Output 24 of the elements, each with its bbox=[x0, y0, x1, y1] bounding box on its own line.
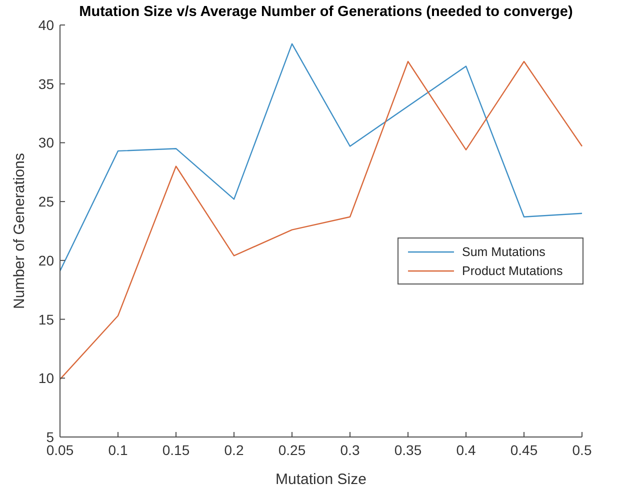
line-series bbox=[59, 60, 583, 380]
legend-label: Sum Mutations bbox=[462, 245, 546, 259]
y-tick-label: 20 bbox=[38, 252, 54, 268]
legend-label: Product Mutations bbox=[462, 264, 563, 278]
x-tick-label: 0.05 bbox=[46, 442, 74, 458]
y-tick-label: 35 bbox=[38, 76, 54, 92]
y-tick-label: 30 bbox=[38, 134, 54, 151]
y-tick-label: 5 bbox=[46, 429, 54, 445]
x-tick-label: 0.25 bbox=[278, 442, 306, 458]
y-tick-label: 25 bbox=[38, 194, 54, 210]
x-tick-label: 0.15 bbox=[162, 442, 190, 458]
x-axis-title: Mutation Size bbox=[276, 471, 366, 488]
y-axis-title: Number of Generations bbox=[11, 153, 28, 309]
x-tick-label: 0.2 bbox=[224, 442, 244, 458]
y-tick-label: 10 bbox=[38, 370, 54, 386]
x-tick-label: 0.3 bbox=[340, 442, 360, 458]
y-tick-label: 40 bbox=[38, 17, 54, 33]
x-tick-label: 0.4 bbox=[456, 442, 476, 458]
x-tick-label: 0.1 bbox=[108, 442, 128, 458]
x-tick-label: 0.35 bbox=[394, 442, 422, 458]
y-tick-label: 15 bbox=[38, 311, 54, 328]
x-tick-label: 0.5 bbox=[572, 442, 592, 458]
x-tick-label: 0.45 bbox=[510, 442, 538, 458]
chart-title: Mutation Size v/s Average Number of Generations (needed to converge) bbox=[79, 4, 573, 20]
